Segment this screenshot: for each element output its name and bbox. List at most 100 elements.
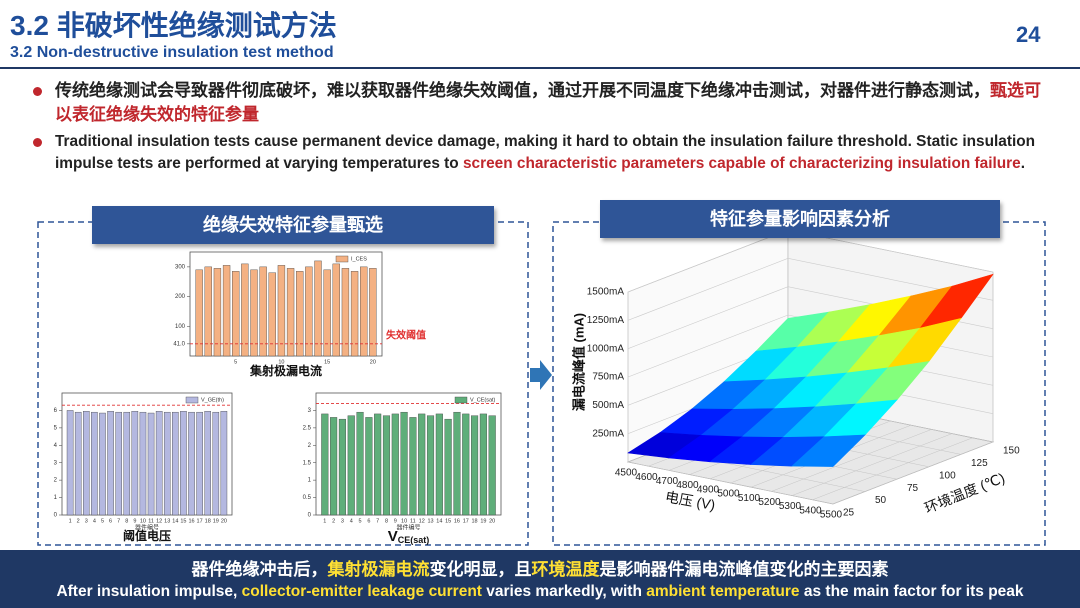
z-tick-label: 500mA: [592, 400, 624, 411]
x-axis-label: 器件编号: [135, 524, 159, 532]
x-tick-label: 4700: [656, 476, 679, 487]
footer-line: 器件绝缘冲击后，集射极漏电流变化明显，且环境温度是影响器件漏电流峰值变化的主要因…: [0, 555, 1080, 580]
bar: [360, 266, 368, 357]
highlight-text: 甄选可以表征绝缘失效的特征参量: [55, 81, 1041, 124]
bar: [195, 269, 203, 357]
x-tick-label: 10: [140, 518, 146, 524]
bar: [204, 411, 211, 516]
x-tick-label: 19: [480, 518, 486, 524]
grid-line: [771, 429, 932, 492]
y-tick-label: 4: [54, 443, 58, 449]
grid-line: [627, 461, 834, 505]
x-tick-label: 20: [489, 518, 495, 524]
title: 3.2 非破坏性绝缘测试方法: [10, 10, 337, 41]
y-tick-label: 0: [308, 513, 312, 519]
x-tick-label: 3: [85, 518, 88, 524]
bar: [341, 268, 350, 357]
text: 是影响器件漏电流峰值变化的主要因素: [599, 560, 889, 579]
z-axis-label: 漏电流峰值 (mA): [571, 313, 586, 411]
bar: [418, 413, 426, 516]
y-tick-label: 1: [308, 478, 312, 484]
text: 器件绝缘冲击后，: [191, 560, 328, 579]
x-tick-label: 9: [394, 518, 397, 524]
legend-swatch: [185, 396, 199, 404]
threshold-label: 失效阈值: [386, 328, 426, 341]
x-tick-label: 15: [324, 359, 330, 365]
bar: [172, 411, 179, 516]
arrow: [530, 360, 552, 390]
bar: [147, 412, 155, 516]
bar: [471, 415, 479, 516]
bar: [426, 415, 435, 516]
grid-line: [832, 441, 994, 505]
bar: [462, 413, 470, 516]
x-tick-label: 3: [341, 518, 344, 524]
bar: [444, 418, 452, 516]
highlight-text: 环境温度: [531, 560, 600, 579]
chart-caption: 阈值电压: [123, 528, 171, 543]
bar: [365, 417, 373, 516]
x-tick-label: 11: [410, 518, 416, 524]
bar: [139, 411, 147, 516]
bar: [188, 411, 195, 516]
subtitle: 3.2 Non-destructive insulation test meth…: [10, 44, 334, 61]
legend-label: I_CES: [351, 256, 367, 262]
header-rule: [0, 67, 1080, 69]
y-tick-label: 25: [843, 508, 855, 519]
grid-line: [791, 433, 953, 496]
bar: [268, 272, 276, 357]
bullet: Traditional insulation tests cause perma…: [55, 131, 1055, 175]
legend-label: V_GE(th): [201, 397, 224, 403]
bar: [382, 415, 391, 516]
x-tick-label: 14: [172, 518, 178, 524]
bar: [305, 266, 313, 357]
x-tick-label: 7: [117, 518, 120, 524]
highlight-text: ambient temperature: [646, 583, 800, 600]
bar: [296, 271, 304, 357]
y-tick-label: 2.5: [303, 425, 312, 431]
y-tick-label: 150: [1003, 446, 1020, 457]
x-tick-label: 14: [436, 518, 442, 524]
caption-text: V: [388, 528, 398, 545]
chart-frame: [61, 392, 233, 516]
x-tick-label: 1: [323, 518, 326, 524]
x-tick-label: 7: [376, 518, 379, 524]
caption-subscript: CE(sat): [398, 535, 430, 545]
bar: [277, 265, 286, 357]
y-tick-label: 0.5: [303, 495, 312, 501]
y-tick-label: 41.0: [173, 341, 185, 347]
highlight-text: collector-emitter leakage current: [241, 583, 482, 600]
text: After insulation impulse,: [56, 583, 242, 600]
x-tick-label: 1: [69, 518, 72, 524]
chart-frame: [189, 251, 383, 357]
z-tick-label: 250mA: [592, 428, 624, 439]
bar: [338, 418, 346, 516]
x-tick-label: 15: [180, 518, 186, 524]
z-tick-label: 1500mA: [587, 287, 625, 298]
x-tick-label: 9: [133, 518, 136, 524]
panel-title: 绝缘失效特征参量甄选: [92, 206, 494, 244]
text: 传统绝缘测试会导致器件彻底破坏，难以获取器件绝缘失效阈值，通过开展不同温度下绝缘…: [55, 81, 990, 100]
chart-caption: 集射极漏电流: [249, 363, 322, 378]
bar: [435, 413, 443, 516]
x-tick-label: 10: [278, 359, 284, 365]
caption-text: 集射极漏电流: [249, 363, 322, 378]
bar: [123, 411, 131, 516]
bar: [204, 266, 212, 357]
bar: [99, 412, 106, 516]
x-tick-label: 12: [419, 518, 425, 524]
x-tick-label: 11: [148, 518, 154, 524]
z-tick-label: 750mA: [592, 372, 624, 383]
panel-title: 特征参量影响因素分析: [600, 200, 1000, 238]
caption-text: 阈值电压: [123, 528, 171, 543]
x-tick-label: 6: [109, 518, 112, 524]
bar: [66, 410, 74, 516]
x-tick-label: 4500: [615, 468, 638, 479]
x-tick-label: 17: [197, 518, 203, 524]
x-tick-label: 2: [332, 518, 335, 524]
text: varies markedly, with: [481, 583, 647, 600]
bar: [400, 411, 408, 516]
x-tick-label: 15: [445, 518, 451, 524]
x-tick-label: 4: [93, 518, 96, 524]
